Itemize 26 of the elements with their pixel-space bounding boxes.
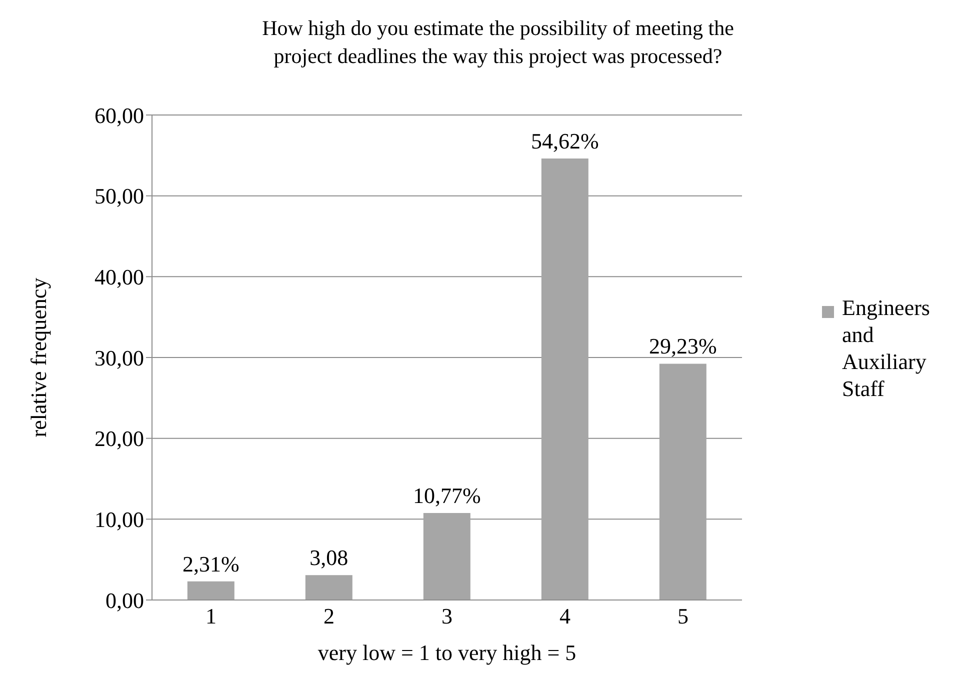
data-label: 10,77% [412,482,481,508]
y-tick-label: 0,00 [106,588,144,613]
y-tick-label: 40,00 [94,264,144,290]
x-tick-label: 2 [324,604,334,629]
y-axis-title: relative frequency [26,278,51,438]
x-tick-label: 4 [560,604,570,629]
y-tick-label: 60,00 [94,102,144,128]
data-label: 54,62% [530,128,599,154]
y-tick-label: 20,00 [94,426,144,452]
chart-title: How high do you estimate the possibility of meeting the project deadlines the way this project was processed? [261,15,735,70]
data-label: 3,08 [310,545,348,570]
bar [187,581,234,600]
x-tick-label: 5 [678,604,688,629]
x-tick-label: 1 [206,604,216,629]
data-label: 2,31% [182,551,240,576]
data-label: 29,23% [648,334,717,359]
bar [541,158,588,600]
legend-label: Engineers and Auxiliary Staff [842,294,931,402]
x-tick-label: 3 [442,604,452,629]
bar [659,364,706,600]
y-tick-label: 10,00 [94,506,144,532]
y-tick-label: 50,00 [94,184,144,209]
bar [423,512,470,600]
x-axis-title: very low = 1 to very high = 5 [318,640,576,665]
y-tick-label: 30,00 [94,345,144,370]
bar [305,575,352,600]
